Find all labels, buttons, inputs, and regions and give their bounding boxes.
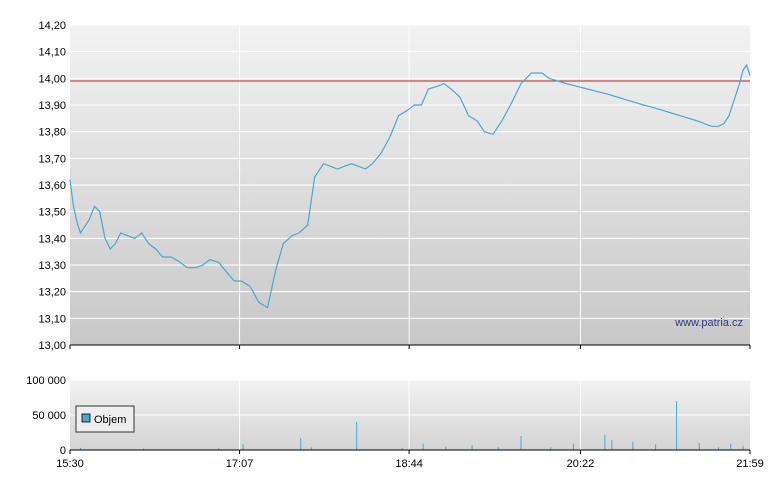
y-tick-label: 13,50 bbox=[38, 207, 66, 219]
volume-bars bbox=[79, 401, 744, 450]
x-tick-label: 21:59 bbox=[736, 458, 764, 470]
y-tick-label: 13,70 bbox=[38, 153, 66, 165]
volume-y-tick-label: 0 bbox=[60, 445, 66, 457]
y-tick-label: 13,00 bbox=[38, 340, 66, 352]
y-tick-label: 13,80 bbox=[38, 127, 66, 139]
volume-grid bbox=[70, 379, 750, 450]
y-tick-label: 14,20 bbox=[38, 20, 66, 32]
y-tick-label: 13,60 bbox=[38, 180, 66, 192]
price-grid bbox=[70, 24, 750, 345]
price-y-axis: 14,20 14,10 14,00 13,90 13,80 13,70 13,60 13,50… bbox=[38, 20, 66, 352]
volume-y-tick-label: 50 000 bbox=[32, 410, 66, 422]
x-tick-label: 17:07 bbox=[226, 458, 254, 470]
legend: Objem bbox=[75, 405, 135, 433]
y-tick-label: 13,90 bbox=[38, 100, 66, 112]
y-tick-label: 13,40 bbox=[38, 233, 66, 245]
y-tick-label: 14,10 bbox=[38, 47, 66, 59]
volume-x-axis-labels: 15:30 17:07 18:44 20:22 21:59 bbox=[56, 450, 764, 470]
x-tick-label: 20:22 bbox=[567, 458, 595, 470]
legend-label: Objem bbox=[94, 414, 126, 426]
x-tick-label: 15:30 bbox=[56, 458, 84, 470]
y-tick-label: 14,00 bbox=[38, 73, 66, 85]
legend-swatch bbox=[81, 413, 91, 423]
x-tick-label: 18:44 bbox=[395, 458, 423, 470]
price-line bbox=[69, 63, 751, 309]
volume-panel: 100 000 50 000 0 15:30 17:07 18:44 20:22 21:59… bbox=[26, 375, 764, 470]
price-x-ticks bbox=[69, 345, 751, 349]
price-panel: 14,20 14,10 14,00 13,90 13,80 13,70 13,60 13,50… bbox=[38, 20, 751, 352]
volume-y-axis: 100 000 50 000 0 bbox=[26, 375, 66, 457]
y-tick-label: 13,30 bbox=[38, 260, 66, 272]
watermark: www.patria.cz bbox=[674, 317, 743, 329]
y-tick-label: 13,10 bbox=[38, 313, 66, 325]
y-tick-label: 13,20 bbox=[38, 287, 66, 299]
volume-y-tick-label: 100 000 bbox=[26, 375, 66, 387]
